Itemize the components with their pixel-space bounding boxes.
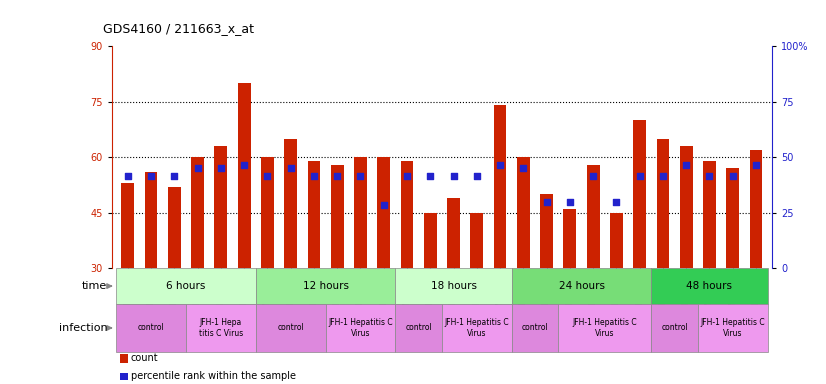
Bar [586, 165, 600, 268]
Point [749, 162, 762, 168]
Text: 48 hours: 48 hours [686, 281, 733, 291]
Text: time: time [82, 281, 107, 291]
Point [657, 173, 670, 179]
Bar [325, 304, 396, 352]
Bar [540, 194, 553, 268]
Point [540, 199, 553, 205]
Bar [471, 213, 483, 268]
Point [633, 173, 646, 179]
Text: percentile rank within the sample: percentile rank within the sample [131, 371, 296, 381]
Bar [284, 139, 297, 268]
Bar [215, 146, 227, 268]
Bar [396, 268, 512, 304]
Point [401, 173, 414, 179]
Text: JFH-1 Hepatitis C
Virus: JFH-1 Hepatitis C Virus [572, 318, 637, 338]
Bar [307, 161, 320, 268]
Text: infection: infection [59, 323, 107, 333]
Text: count: count [131, 353, 158, 363]
Text: control: control [661, 323, 688, 333]
Bar [442, 304, 512, 352]
Point [145, 173, 158, 179]
Bar [512, 268, 652, 304]
Text: control: control [521, 323, 548, 333]
Bar [401, 161, 413, 268]
Bar [634, 120, 646, 268]
Bar [116, 268, 256, 304]
Text: JFH-1 Hepatitis C
Virus: JFH-1 Hepatitis C Virus [328, 318, 393, 338]
Bar [377, 157, 390, 268]
Bar [261, 157, 273, 268]
Bar [168, 187, 181, 268]
Text: JFH-1 Hepa
titis C Virus: JFH-1 Hepa titis C Virus [199, 318, 243, 338]
Bar [563, 209, 577, 268]
Point [121, 173, 135, 179]
Point [703, 173, 716, 179]
Point [191, 165, 204, 171]
Point [284, 165, 297, 171]
Point [214, 165, 227, 171]
Bar [116, 304, 186, 352]
Point [377, 202, 391, 209]
Bar [750, 150, 762, 268]
Bar [680, 146, 693, 268]
Text: GDS4160 / 211663_x_at: GDS4160 / 211663_x_at [103, 22, 254, 35]
Bar [517, 157, 529, 268]
Text: 12 hours: 12 hours [302, 281, 349, 291]
Text: JFH-1 Hepatitis C
Virus: JFH-1 Hepatitis C Virus [700, 318, 765, 338]
Bar [121, 183, 134, 268]
Bar [238, 83, 250, 268]
Bar [558, 304, 652, 352]
Point [493, 162, 506, 168]
Bar [512, 304, 558, 352]
Point [517, 165, 530, 171]
Bar [256, 268, 396, 304]
Text: control: control [138, 323, 164, 333]
Text: 18 hours: 18 hours [430, 281, 477, 291]
Bar [191, 157, 204, 268]
Bar [657, 139, 669, 268]
Bar [652, 268, 767, 304]
Bar [726, 168, 739, 268]
Text: 24 hours: 24 hours [558, 281, 605, 291]
Bar [494, 105, 506, 268]
Text: control: control [406, 323, 432, 333]
Bar [610, 213, 623, 268]
Text: JFH-1 Hepatitis C
Virus: JFH-1 Hepatitis C Virus [444, 318, 509, 338]
Bar [354, 157, 367, 268]
Point [354, 173, 367, 179]
Point [424, 173, 437, 179]
Bar [145, 172, 158, 268]
Point [307, 173, 320, 179]
Point [726, 173, 739, 179]
Point [330, 173, 344, 179]
Bar [703, 161, 716, 268]
Point [470, 173, 483, 179]
Bar [447, 198, 460, 268]
Bar [652, 304, 698, 352]
Bar [330, 165, 344, 268]
Bar [396, 304, 442, 352]
Point [447, 173, 460, 179]
Text: 6 hours: 6 hours [166, 281, 206, 291]
Point [586, 173, 600, 179]
Point [168, 173, 181, 179]
Bar [424, 213, 437, 268]
Point [563, 199, 577, 205]
Point [610, 199, 623, 205]
Text: control: control [278, 323, 304, 333]
Point [680, 162, 693, 168]
Bar [256, 304, 325, 352]
Point [238, 162, 251, 168]
Bar [186, 304, 256, 352]
Bar [698, 304, 767, 352]
Point [261, 173, 274, 179]
